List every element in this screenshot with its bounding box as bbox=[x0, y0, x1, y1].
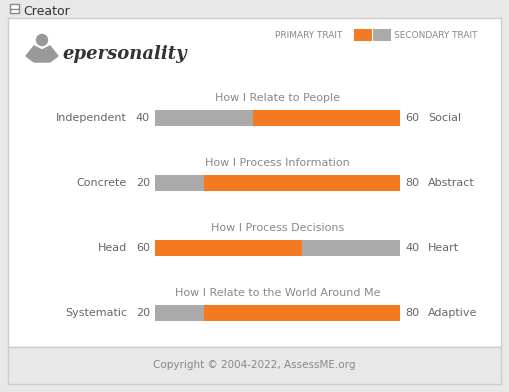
Text: How I Relate to the World Around Me: How I Relate to the World Around Me bbox=[175, 288, 380, 298]
Text: PRIMARY TRAIT: PRIMARY TRAIT bbox=[275, 31, 342, 40]
FancyBboxPatch shape bbox=[253, 110, 400, 126]
Text: Concrete: Concrete bbox=[77, 178, 127, 188]
Text: 60: 60 bbox=[136, 243, 150, 253]
FancyBboxPatch shape bbox=[204, 305, 400, 321]
FancyBboxPatch shape bbox=[373, 29, 391, 41]
Text: Independent: Independent bbox=[56, 113, 127, 123]
Text: 80: 80 bbox=[405, 178, 419, 188]
Circle shape bbox=[37, 34, 47, 45]
Text: Systematic: Systematic bbox=[65, 308, 127, 318]
Text: 60: 60 bbox=[405, 113, 419, 123]
Text: How I Relate to People: How I Relate to People bbox=[215, 93, 340, 103]
Text: Social: Social bbox=[428, 113, 461, 123]
Text: Heart: Heart bbox=[428, 243, 459, 253]
Text: 80: 80 bbox=[405, 308, 419, 318]
FancyBboxPatch shape bbox=[10, 4, 19, 13]
FancyBboxPatch shape bbox=[8, 18, 501, 347]
FancyBboxPatch shape bbox=[8, 347, 501, 384]
FancyBboxPatch shape bbox=[302, 240, 400, 256]
Text: SECONDARY TRAIT: SECONDARY TRAIT bbox=[394, 31, 477, 40]
Text: Abstract: Abstract bbox=[428, 178, 475, 188]
Text: 40: 40 bbox=[405, 243, 419, 253]
Text: 20: 20 bbox=[136, 178, 150, 188]
Text: epersonality: epersonality bbox=[62, 45, 187, 63]
Text: 40: 40 bbox=[136, 113, 150, 123]
Text: Head: Head bbox=[98, 243, 127, 253]
Text: Adaptive: Adaptive bbox=[428, 308, 477, 318]
FancyBboxPatch shape bbox=[155, 305, 204, 321]
Text: 20: 20 bbox=[136, 308, 150, 318]
Text: How I Process Information: How I Process Information bbox=[205, 158, 350, 168]
FancyBboxPatch shape bbox=[354, 29, 372, 41]
FancyBboxPatch shape bbox=[155, 240, 302, 256]
Text: Creator: Creator bbox=[23, 4, 70, 18]
FancyBboxPatch shape bbox=[155, 175, 204, 191]
FancyBboxPatch shape bbox=[204, 175, 400, 191]
Polygon shape bbox=[26, 46, 58, 62]
Text: Copyright © 2004-2022, AssessME.org: Copyright © 2004-2022, AssessME.org bbox=[153, 360, 356, 370]
Text: How I Process Decisions: How I Process Decisions bbox=[211, 223, 344, 233]
FancyBboxPatch shape bbox=[155, 110, 253, 126]
